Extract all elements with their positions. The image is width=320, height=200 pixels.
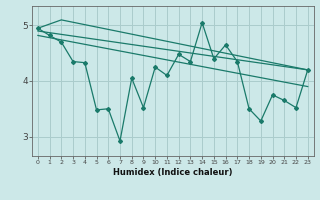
X-axis label: Humidex (Indice chaleur): Humidex (Indice chaleur) — [113, 168, 233, 177]
